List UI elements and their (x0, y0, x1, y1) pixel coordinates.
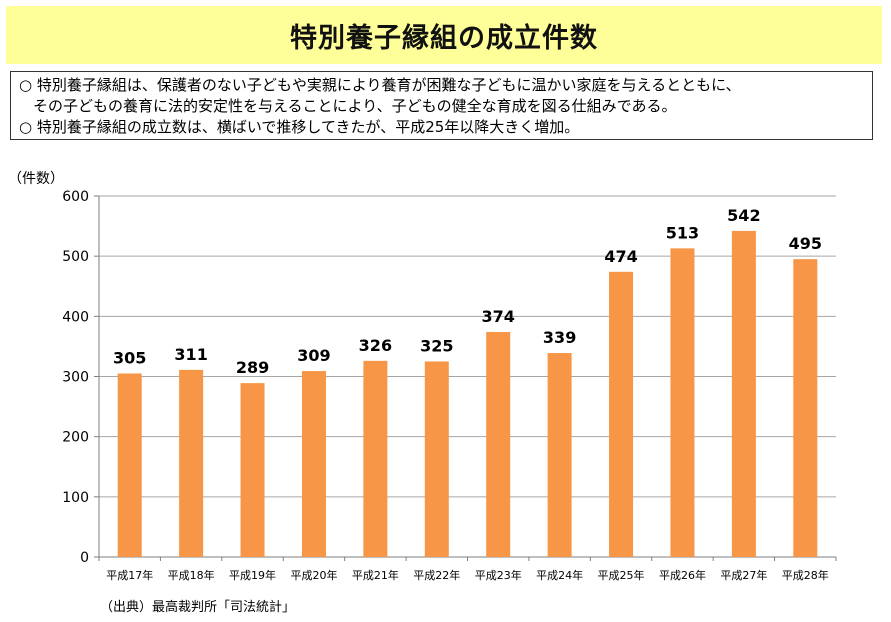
data-label: 326 (359, 336, 392, 355)
summary-bullet-2: ○ 特別養子縁組の成立数は、横ばいで推移してきたが、平成25年以降大きく増加。 (19, 118, 580, 136)
bar (240, 383, 265, 557)
data-label: 474 (604, 247, 637, 266)
data-label: 325 (420, 336, 453, 355)
summary-bullet-1-line-2: その子どもの養育に法的安定性を与えることにより、子どもの健全な育成を図る仕組みで… (33, 97, 677, 115)
x-tick-label: 平成24年 (536, 568, 583, 582)
y-tick-label: 300 (62, 370, 89, 386)
x-tick-label: 平成17年 (106, 568, 153, 582)
data-label: 513 (666, 223, 699, 242)
title-banner: 特別養子縁組の成立件数 (6, 6, 882, 64)
source-note: （出典）最高裁判所「司法統計」 (100, 600, 296, 615)
x-tick-label: 平成25年 (598, 568, 645, 582)
data-label: 495 (789, 234, 822, 253)
x-tick-label: 平成28年 (782, 568, 829, 582)
y-tick-label: 200 (62, 430, 89, 446)
data-label: 309 (297, 346, 330, 365)
data-label: 311 (174, 345, 207, 364)
bar (424, 361, 449, 557)
bar (117, 373, 142, 557)
x-tick-label: 平成20年 (290, 568, 337, 582)
bar (547, 353, 572, 557)
page-title: 特別養子縁組の成立件数 (290, 22, 598, 54)
bar (363, 360, 388, 557)
x-tick-label: 平成27年 (720, 568, 767, 582)
summary-bullet-1-line-1: ○ 特別養子縁組は、保護者のない子どもや実親により養育が困難な子どもに温かい家庭… (19, 76, 741, 94)
bar (731, 230, 756, 557)
data-label: 339 (543, 328, 576, 347)
x-tick-label: 平成21年 (352, 568, 399, 582)
bar (486, 331, 511, 557)
data-label: 305 (113, 348, 146, 367)
bar (609, 271, 634, 557)
x-tick-label: 平成26年 (659, 568, 706, 582)
data-label: 289 (236, 358, 269, 377)
summary-box: ○ 特別養子縁組は、保護者のない子どもや実親により養育が困難な子どもに温かい家庭… (10, 71, 873, 140)
y-tick-label: 0 (80, 550, 89, 566)
x-tick-label: 平成22年 (413, 568, 460, 582)
y-tick-label: 600 (62, 189, 89, 205)
bar (179, 369, 204, 557)
bar (793, 259, 818, 557)
bar (301, 371, 326, 557)
y-axis-label: （件数） (8, 171, 64, 187)
data-label: 374 (482, 307, 515, 326)
y-tick-label: 500 (62, 249, 89, 265)
x-tick-label: 平成18年 (168, 568, 215, 582)
y-tick-label: 100 (62, 490, 89, 506)
data-label: 542 (727, 206, 760, 225)
bar (670, 248, 695, 557)
x-tick-label: 平成19年 (229, 568, 276, 582)
x-tick-label: 平成23年 (475, 568, 522, 582)
y-tick-label: 400 (62, 309, 89, 325)
